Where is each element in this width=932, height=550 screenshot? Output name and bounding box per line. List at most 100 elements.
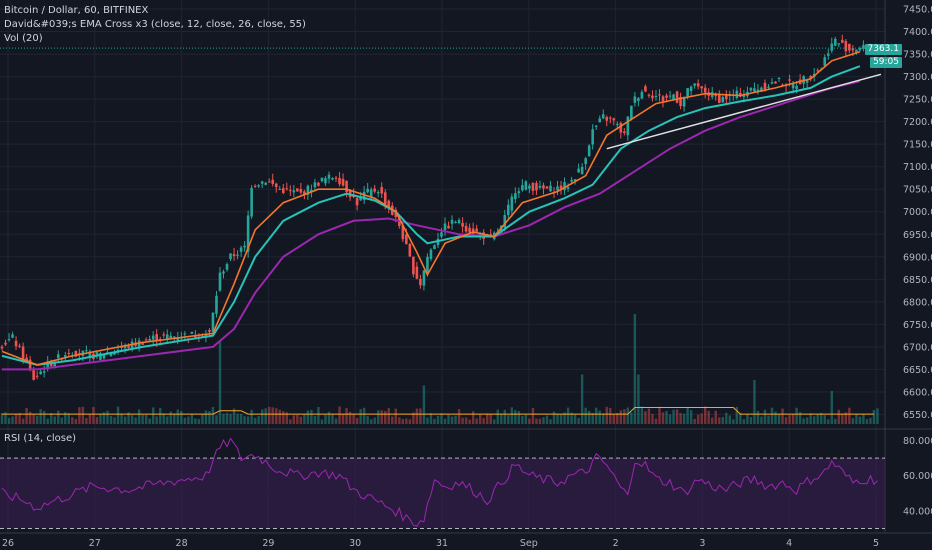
volume-bar — [827, 419, 830, 424]
price-tick-label: 6750.0 — [903, 320, 932, 331]
volume-bar — [654, 418, 658, 424]
candle-body — [408, 243, 412, 257]
volume-bar — [559, 414, 563, 424]
volume-bar — [728, 415, 732, 424]
volume-bar — [651, 413, 654, 424]
volume-bar — [419, 408, 422, 424]
volume-bar — [278, 409, 281, 424]
volume-bar — [78, 407, 81, 424]
volume-bar — [693, 418, 696, 424]
candle-body — [362, 191, 366, 201]
candle-body — [387, 200, 391, 208]
volume-bar — [876, 408, 879, 424]
candle-body — [419, 278, 422, 286]
price-tick-label: 7050.0 — [903, 185, 932, 196]
candle-body — [686, 88, 689, 97]
price-tick-label: 7000.0 — [903, 207, 932, 218]
volume-bar — [573, 414, 577, 424]
volume-bar — [362, 407, 366, 424]
volume-bar — [250, 409, 253, 424]
volume-bar — [18, 412, 21, 424]
volume-bar — [46, 418, 49, 424]
price-tick-label: 7200.0 — [903, 117, 932, 128]
last-price-badge: 7363.1 — [864, 44, 902, 55]
candle-body — [422, 270, 426, 286]
candle-body — [454, 221, 457, 223]
volume-bar — [398, 417, 401, 424]
candle-body — [18, 345, 21, 347]
volume-bar — [137, 409, 141, 424]
volume-bar — [598, 410, 601, 424]
candle-body — [461, 222, 464, 227]
candle-body — [292, 190, 296, 193]
candle-body — [619, 122, 623, 133]
candle-body — [507, 204, 510, 216]
volume-bar — [159, 407, 162, 424]
candle-body — [4, 342, 7, 345]
volume-bar — [531, 407, 535, 424]
candle-body — [563, 182, 566, 191]
candle-body — [679, 96, 682, 107]
candle-body — [717, 94, 721, 104]
candle-body — [616, 123, 619, 125]
candle-body — [521, 185, 524, 191]
candle-body — [306, 185, 310, 195]
trend-line — [606, 73, 882, 150]
volume-bar — [805, 417, 809, 424]
volume-bar — [630, 412, 633, 424]
rsi-line — [1, 437, 878, 527]
volume-bar — [120, 413, 123, 424]
countdown-badge: 59:05 — [870, 57, 902, 68]
candle-body — [39, 371, 42, 375]
volume-bar — [591, 413, 594, 424]
volume-bar — [348, 411, 352, 424]
volume-bar — [144, 414, 148, 424]
candle-body — [528, 185, 531, 189]
candle-body — [433, 245, 436, 250]
price-tick-label: 7100.0 — [903, 162, 932, 173]
candle-body — [848, 43, 851, 51]
volume-bar — [151, 407, 155, 424]
volume-bar — [602, 413, 605, 424]
volume-bar — [35, 415, 39, 424]
volume-bar — [380, 410, 383, 424]
rsi-tick-label: 80.0000 — [903, 436, 932, 447]
volume-bar — [232, 408, 236, 424]
volume-bar — [637, 374, 640, 424]
volume-bar — [109, 415, 113, 424]
candle-body — [169, 335, 173, 339]
volume-bar — [869, 417, 872, 424]
candle-body — [844, 41, 848, 52]
volume-bar — [668, 414, 672, 424]
volume-bar — [450, 416, 454, 424]
volume-bar — [32, 414, 35, 424]
candle-body — [795, 85, 798, 90]
volume-bar — [359, 409, 362, 424]
volume-bar — [422, 385, 426, 424]
candle-body — [630, 105, 633, 120]
volume-bar — [774, 411, 777, 424]
volume-bar — [661, 412, 665, 424]
candle-body — [637, 98, 640, 101]
candle-body — [162, 334, 166, 336]
volume-bar — [25, 407, 28, 424]
volume-bar — [816, 414, 819, 424]
candle-body — [833, 38, 837, 46]
ema12-line — [1, 51, 861, 366]
volume-bar — [64, 412, 67, 424]
volume-bar — [619, 410, 623, 424]
candle-body — [222, 271, 225, 274]
candle-body — [489, 234, 493, 236]
volume-bar — [113, 417, 116, 424]
volume-bar — [834, 418, 837, 424]
volume-bar — [285, 412, 288, 424]
volume-bar — [352, 413, 355, 424]
volume-bar — [215, 415, 218, 424]
volume-bar — [81, 406, 85, 424]
candle-body — [566, 187, 570, 189]
volume-bar — [858, 416, 862, 424]
time-tick-label: 31 — [436, 538, 448, 549]
candle-body — [229, 253, 232, 260]
volume-bar — [830, 391, 833, 424]
